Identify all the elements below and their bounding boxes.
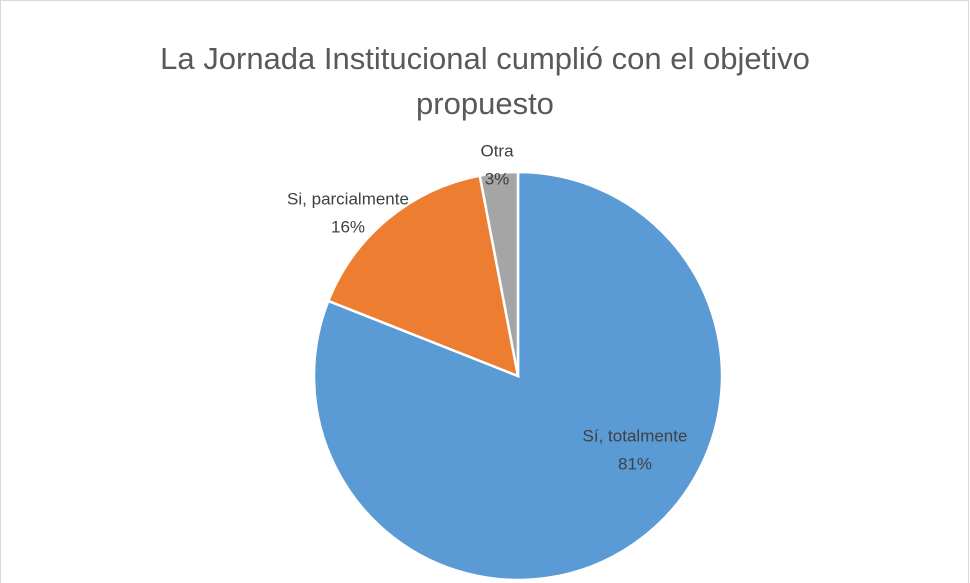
- data-label-name: Sí, totalmente: [583, 426, 688, 445]
- data-label-value: 81%: [618, 454, 652, 473]
- data-label-name: Otra: [480, 141, 514, 160]
- chart-title: La Jornada Institucional cumplió con el …: [160, 41, 810, 121]
- pie-slice: [478, 170, 520, 377]
- data-label-name: Si, parcialmente: [287, 189, 409, 208]
- data-label-value: 16%: [331, 217, 365, 236]
- data-label-value: 3%: [485, 169, 510, 188]
- pie-slice: [326, 174, 520, 378]
